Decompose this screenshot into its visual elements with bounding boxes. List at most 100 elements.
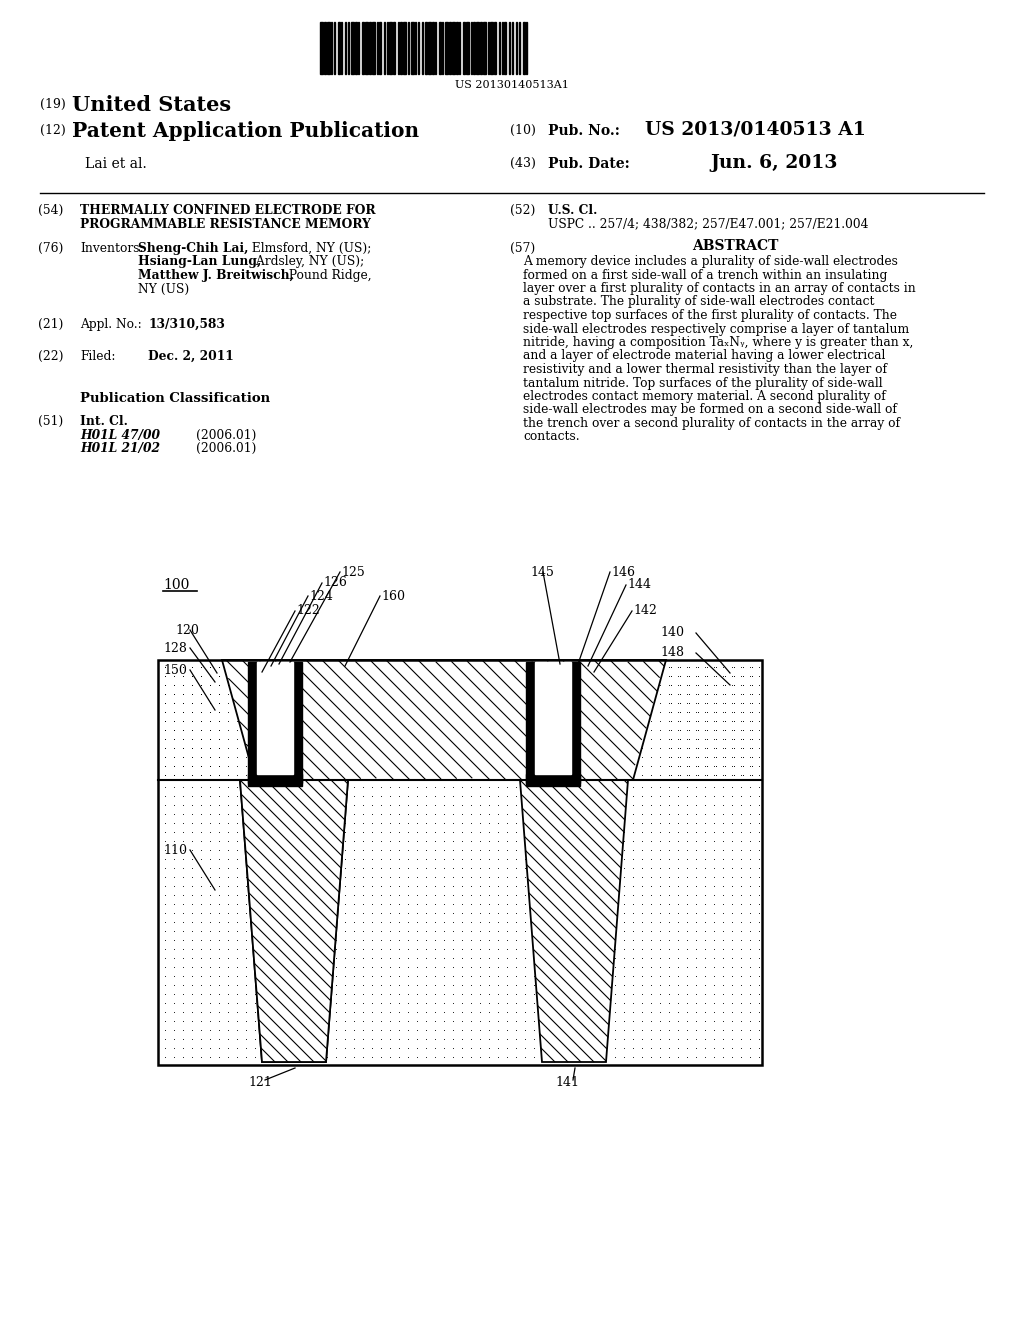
Bar <box>526 774 580 785</box>
Text: 126: 126 <box>323 577 347 590</box>
Text: Filed:: Filed: <box>80 350 116 363</box>
Text: Lai et al.: Lai et al. <box>85 157 146 172</box>
Text: 145: 145 <box>530 565 554 578</box>
Bar <box>248 663 257 783</box>
Text: contacts.: contacts. <box>523 430 580 444</box>
Text: PROGRAMMABLE RESISTANCE MEMORY: PROGRAMMABLE RESISTANCE MEMORY <box>80 218 371 231</box>
Bar <box>362 22 364 74</box>
Text: NY (US): NY (US) <box>138 282 189 296</box>
Bar <box>463 22 465 74</box>
Text: H01L 47/00: H01L 47/00 <box>80 429 160 441</box>
Text: Sheng-Chih Lai,: Sheng-Chih Lai, <box>138 242 249 255</box>
Text: (12): (12) <box>40 124 66 137</box>
Text: Inventors:: Inventors: <box>80 242 143 255</box>
Bar <box>403 22 406 74</box>
Text: Matthew J. Breitwisch,: Matthew J. Breitwisch, <box>138 269 294 282</box>
Bar <box>327 22 330 74</box>
Text: (51): (51) <box>38 414 63 428</box>
Text: nitride, having a composition TaₓNᵧ, where y is greater than x,: nitride, having a composition TaₓNᵧ, whe… <box>523 337 913 348</box>
Bar <box>400 22 402 74</box>
Bar <box>480 22 482 74</box>
Text: 125: 125 <box>341 565 365 578</box>
Bar <box>571 663 580 783</box>
Text: 144: 144 <box>627 578 651 591</box>
Bar <box>535 663 571 774</box>
Bar <box>355 22 357 74</box>
Text: formed on a first side-wall of a trench within an insulating: formed on a first side-wall of a trench … <box>523 268 888 281</box>
Text: Dec. 2, 2011: Dec. 2, 2011 <box>148 350 233 363</box>
Text: and a layer of electrode material having a lower electrical: and a layer of electrode material having… <box>523 350 886 363</box>
Bar <box>248 774 302 785</box>
Bar <box>351 22 354 74</box>
Bar <box>476 22 479 74</box>
Bar <box>449 22 451 74</box>
Text: THERMALLY CONFINED ELECTRODE FOR: THERMALLY CONFINED ELECTRODE FOR <box>80 205 376 216</box>
Text: H01L 21/02: H01L 21/02 <box>80 442 160 455</box>
Text: 150: 150 <box>163 664 186 676</box>
Bar <box>372 22 375 74</box>
Text: U.S. Cl.: U.S. Cl. <box>548 205 597 216</box>
Text: (2006.01): (2006.01) <box>196 429 256 441</box>
Bar <box>389 22 392 74</box>
Text: (54): (54) <box>38 205 63 216</box>
Text: 146: 146 <box>611 565 635 578</box>
Text: Hsiang-Lan Lung,: Hsiang-Lan Lung, <box>138 256 261 268</box>
Polygon shape <box>520 780 628 1063</box>
Bar <box>257 663 293 774</box>
Text: 121: 121 <box>248 1077 272 1089</box>
Text: 122: 122 <box>296 605 319 618</box>
Bar <box>523 22 525 74</box>
Bar <box>393 22 395 74</box>
Bar <box>473 22 475 74</box>
Text: Ardsley, NY (US);: Ardsley, NY (US); <box>252 256 365 268</box>
Text: 124: 124 <box>309 590 333 602</box>
Bar <box>432 22 434 74</box>
Text: Patent Application Publication: Patent Application Publication <box>72 121 419 141</box>
Text: resistivity and a lower thermal resistivity than the layer of: resistivity and a lower thermal resistiv… <box>523 363 887 376</box>
Text: 148: 148 <box>660 647 684 660</box>
Text: (2006.01): (2006.01) <box>196 442 256 455</box>
Text: the trench over a second plurality of contacts in the array of: the trench over a second plurality of co… <box>523 417 900 430</box>
Text: (76): (76) <box>38 242 63 255</box>
Text: 120: 120 <box>175 623 199 636</box>
Bar <box>158 660 762 1065</box>
Text: a substrate. The plurality of side-wall electrodes contact: a substrate. The plurality of side-wall … <box>523 296 874 309</box>
Bar <box>428 22 431 74</box>
Text: 100: 100 <box>163 578 189 591</box>
Text: Int. Cl.: Int. Cl. <box>80 414 128 428</box>
Text: United States: United States <box>72 95 231 115</box>
Text: A memory device includes a plurality of side-wall electrodes: A memory device includes a plurality of … <box>523 255 898 268</box>
Bar <box>445 22 449 74</box>
Text: Pound Ridge,: Pound Ridge, <box>285 269 372 282</box>
Bar <box>338 22 340 74</box>
Text: (43): (43) <box>510 157 536 170</box>
Bar <box>526 663 535 783</box>
Text: (10): (10) <box>510 124 536 137</box>
Polygon shape <box>240 780 348 1063</box>
Text: 128: 128 <box>163 642 186 655</box>
Bar <box>324 22 326 74</box>
Bar <box>369 22 371 74</box>
Text: US 2013/0140513 A1: US 2013/0140513 A1 <box>645 121 866 139</box>
Text: 160: 160 <box>381 590 406 602</box>
Text: respective top surfaces of the first plurality of contacts. The: respective top surfaces of the first plu… <box>523 309 897 322</box>
Bar <box>466 22 469 74</box>
Bar <box>483 22 486 74</box>
Polygon shape <box>222 660 666 780</box>
Bar <box>319 22 323 74</box>
Text: US 20130140513A1: US 20130140513A1 <box>455 81 569 90</box>
Text: layer over a first plurality of contacts in an array of contacts in: layer over a first plurality of contacts… <box>523 282 915 294</box>
Text: USPC .. 257/4; 438/382; 257/E47.001; 257/E21.004: USPC .. 257/4; 438/382; 257/E47.001; 257… <box>548 218 868 231</box>
Text: Appl. No.:: Appl. No.: <box>80 318 141 331</box>
Text: ABSTRACT: ABSTRACT <box>692 239 778 253</box>
Bar <box>494 22 496 74</box>
Text: Jun. 6, 2013: Jun. 6, 2013 <box>710 154 838 172</box>
Text: Publication Classification: Publication Classification <box>80 392 270 405</box>
Text: Pub. No.:: Pub. No.: <box>548 124 620 139</box>
Bar <box>365 22 368 74</box>
Text: (19): (19) <box>40 98 66 111</box>
Polygon shape <box>240 780 348 1063</box>
Bar <box>456 22 458 74</box>
Bar <box>293 663 302 783</box>
Bar <box>439 22 441 74</box>
